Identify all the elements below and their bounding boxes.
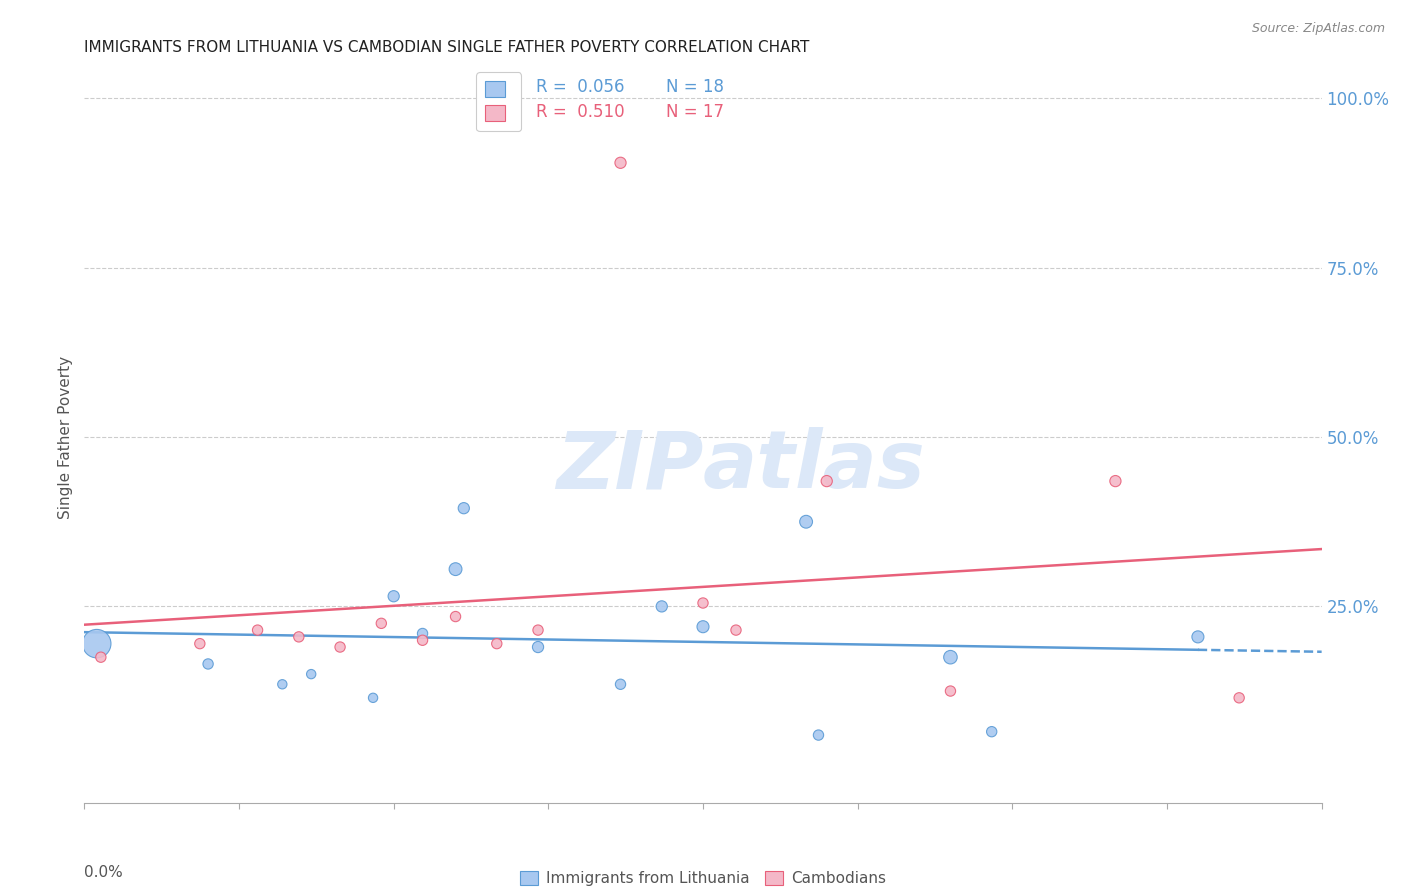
Y-axis label: Single Father Poverty: Single Father Poverty [58, 356, 73, 518]
Point [692, 596, 714, 610]
Point [980, 724, 1002, 739]
Point [651, 599, 673, 614]
Text: N = 17: N = 17 [666, 103, 724, 121]
Text: R =  0.056: R = 0.056 [536, 78, 624, 96]
Point [444, 609, 467, 624]
Point [197, 657, 219, 671]
Point [90, 650, 112, 665]
Point [815, 474, 838, 488]
Point [485, 637, 508, 651]
Text: IMMIGRANTS FROM LITHUANIA VS CAMBODIAN SINGLE FATHER POVERTY CORRELATION CHART: IMMIGRANTS FROM LITHUANIA VS CAMBODIAN S… [84, 40, 810, 55]
Text: R =  0.510: R = 0.510 [536, 103, 624, 121]
Text: ZIP: ZIP [555, 427, 703, 506]
Point [1227, 690, 1250, 705]
Point [299, 667, 322, 681]
Text: Source: ZipAtlas.com: Source: ZipAtlas.com [1251, 22, 1385, 36]
Point [329, 640, 352, 654]
Legend: Immigrants from Lithuania, Cambodians: Immigrants from Lithuania, Cambodians [515, 865, 891, 892]
Text: atlas: atlas [703, 427, 925, 506]
Point [246, 623, 269, 637]
Point [939, 684, 962, 698]
Point [807, 728, 830, 742]
Point [288, 630, 311, 644]
Text: N = 18: N = 18 [666, 78, 724, 96]
Point [527, 640, 550, 654]
Point [453, 501, 475, 516]
Point [412, 626, 434, 640]
Point [724, 623, 747, 637]
Point [609, 156, 631, 170]
Point [370, 616, 392, 631]
Point [1187, 630, 1209, 644]
Text: 0.0%: 0.0% [84, 865, 124, 880]
Point [794, 515, 817, 529]
Point [361, 690, 384, 705]
Point [382, 589, 405, 603]
Point [692, 620, 714, 634]
Point [412, 633, 434, 648]
Point [86, 637, 108, 651]
Point [444, 562, 467, 576]
Point [609, 677, 631, 691]
Point [1104, 474, 1126, 488]
Point [939, 650, 962, 665]
Point [188, 637, 211, 651]
Point [527, 623, 550, 637]
Point [271, 677, 294, 691]
